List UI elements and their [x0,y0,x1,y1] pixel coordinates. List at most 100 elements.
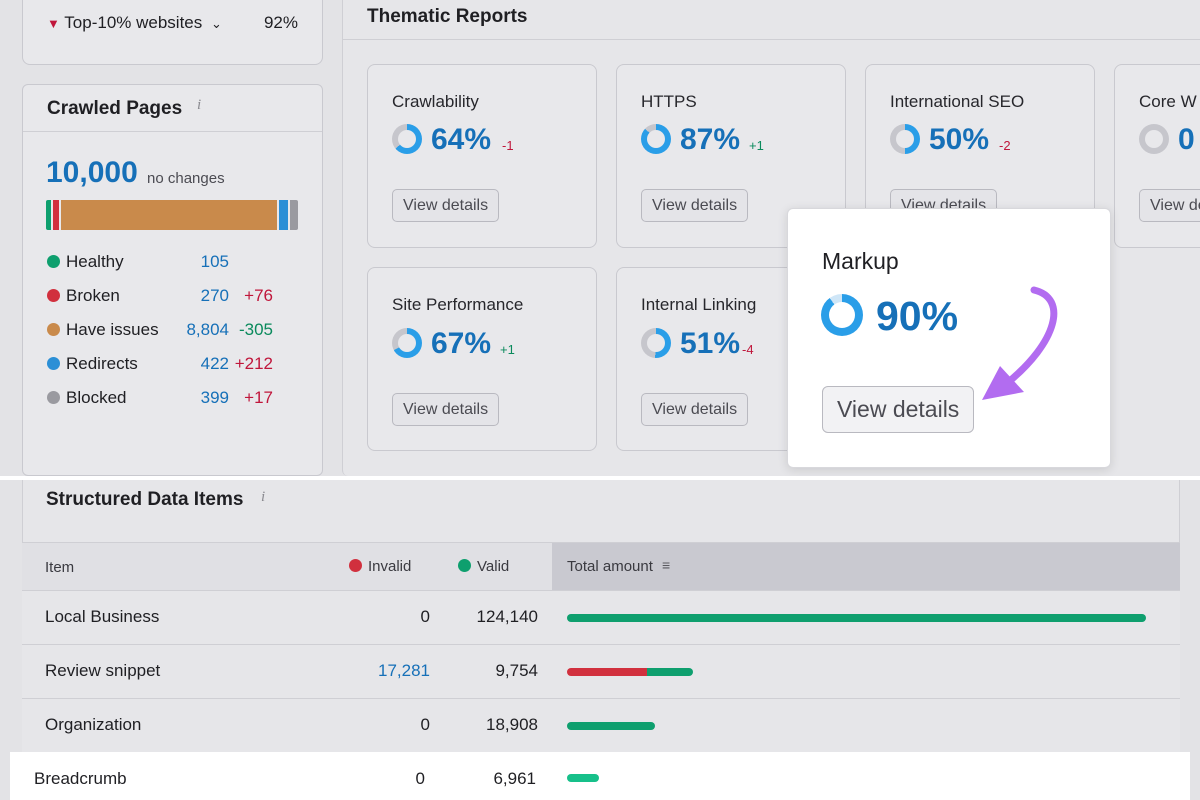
report-percent: 64% [431,123,492,156]
column-header-invalid[interactable]: Invalid [349,558,411,575]
triangle-down-icon: ▼ [47,16,60,31]
legend-row-broken[interactable]: Broken 270 +76 [47,286,287,308]
legend-delta: +76 [244,286,273,305]
donut-progress-icon [641,328,671,358]
report-card-title: HTTPS [641,92,697,111]
bar-segment-broken [52,200,59,230]
row-valid-bar [567,614,1146,622]
row-valid-count: 124,140 [476,607,538,626]
report-delta: -1 [502,138,514,153]
row-invalid-count[interactable]: 17,281 [378,661,430,680]
table-header: Item Invalid Valid Total amount ≡ [22,542,1180,591]
benchmark-dropdown[interactable]: ▼ Top-10% websites ⌄ [47,13,222,33]
row-valid-count: 18,908 [486,715,538,734]
structured-data-title: Structured Data Items [46,489,244,510]
legend-delta: +212 [234,354,273,373]
thematic-reports-title: Thematic Reports [367,6,528,27]
view-details-button[interactable]: View details [641,189,749,222]
have-issues-dot-icon [47,323,60,336]
section-divider [0,476,1200,480]
legend-row-redirects[interactable]: Redirects 422 +212 [47,354,287,376]
markup-percent: 90% [876,293,959,339]
view-details-button[interactable]: View details [641,393,749,426]
donut-progress-icon [392,124,422,154]
info-icon[interactable]: i [197,97,202,113]
row-item-name: Review snippet [45,661,161,680]
broken-dot-icon [47,289,60,302]
benchmark-label: Top-10% websites [64,13,203,32]
donut-progress-icon [392,328,422,358]
report-card-title: Core W [1139,92,1197,111]
column-header-valid[interactable]: Valid [458,558,509,575]
report-percent: 67% [431,327,492,360]
valid-dot-icon [458,559,471,572]
row-valid-bar [647,668,694,676]
report-card-title: Site Performance [392,295,524,314]
markup-view-details-button[interactable]: View details [822,386,975,433]
row-item-name: Organization [45,715,142,734]
report-delta: -2 [999,138,1011,153]
bar-segment-redirects [279,200,289,230]
info-icon[interactable]: i [261,489,266,505]
benchmark-card: ▼ Top-10% websites ⌄ 92% [22,0,323,65]
row-invalid-bar [567,668,648,676]
donut-progress-icon [890,124,920,154]
legend-label: Redirects [66,354,138,373]
legend-label: Have issues [66,320,159,339]
report-card-title: International SEO [890,92,1025,111]
legend-value: 270 [200,286,229,305]
legend-delta: +17 [244,388,273,407]
report-delta: -4 [742,342,754,357]
report-percent: 87% [680,123,741,156]
row-item-name: Local Business [45,607,160,626]
legend-value: 8,804 [186,320,229,339]
view-details-button[interactable]: View details [392,393,500,426]
sort-icon: ≡ [662,557,671,573]
report-card-title: Internal Linking [641,295,757,314]
view-details-button[interactable]: View details [392,189,500,222]
crawled-total: 10,000 [46,156,138,189]
table-row[interactable]: Organization 0 18,908 [22,698,1180,752]
crawled-pages-title: Crawled Pages [47,98,183,119]
legend-value: 399 [200,388,229,407]
invalid-dot-icon [349,559,362,572]
legend-label: Broken [66,286,120,305]
column-header-item: Item [45,559,75,576]
report-percent: 50% [929,123,990,156]
bar-segment-have-issues [60,200,278,230]
legend-label: Healthy [66,252,124,271]
legend-delta: -305 [238,320,273,339]
report-delta: +1 [749,138,764,153]
donut-progress-icon [1139,124,1169,154]
chevron-down-icon: ⌄ [211,16,222,31]
legend-row-blocked[interactable]: Blocked 399 +17 [47,388,287,410]
bar-segment-healthy [46,200,51,230]
markup-title: Markup [822,248,899,274]
healthy-dot-icon [47,255,60,268]
view-details-button[interactable]: View details [1139,189,1200,222]
redirects-dot-icon [47,357,60,370]
row-invalid-count: 0 [415,769,425,788]
row-valid-bar [567,774,600,782]
crawled-total-note: no changes [147,170,225,187]
bar-segment-blocked [290,200,298,230]
report-percent: 0 [1178,123,1195,156]
donut-progress-icon [641,124,671,154]
column-header-total-amount[interactable]: Total amount ≡ [552,543,1180,591]
row-valid-bar [567,722,655,730]
table-row[interactable]: Review snippet 17,281 9,754 [22,644,1180,698]
row-valid-count: 9,754 [495,661,538,680]
blocked-dot-icon [47,391,60,404]
report-percent: 51% [680,327,741,360]
legend-value: 105 [200,252,229,271]
crawled-stacked-bar [46,200,298,230]
row-item-name: Breadcrumb [34,769,127,788]
crawled-pages-card [22,84,323,476]
legend-row-healthy[interactable]: Healthy 105 [47,252,287,274]
legend-label: Blocked [66,388,127,407]
markup-donut-icon [821,294,863,336]
row-invalid-count: 0 [420,715,430,734]
legend-row-have-issues[interactable]: Have issues 8,804 -305 [47,320,287,342]
table-row[interactable]: Local Business 0 124,140 [22,590,1180,644]
table-row-highlighted[interactable]: Breadcrumb 0 6,961 [10,752,1190,800]
